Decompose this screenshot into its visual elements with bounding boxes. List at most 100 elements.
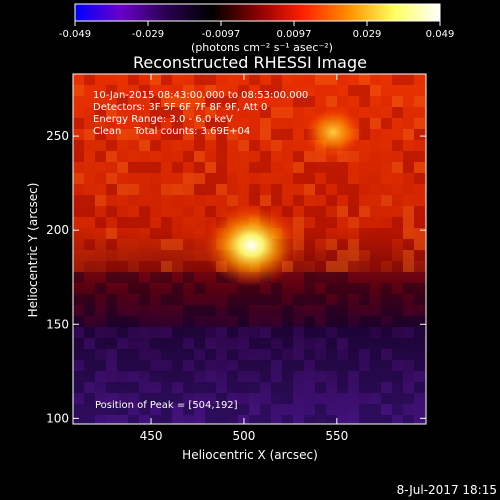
image-pixel xyxy=(392,184,403,195)
image-pixel xyxy=(84,404,95,415)
image-pixel xyxy=(150,404,161,415)
image-pixel xyxy=(392,393,403,404)
image-pixel xyxy=(414,327,425,338)
image-pixel xyxy=(293,184,304,195)
image-pixel xyxy=(359,195,370,206)
image-pixel xyxy=(194,415,205,424)
image-pixel xyxy=(84,107,95,118)
image-pixel xyxy=(117,404,128,415)
image-pixel xyxy=(249,404,260,415)
image-pixel xyxy=(370,140,381,151)
image-pixel xyxy=(293,415,304,424)
image-pixel xyxy=(128,217,139,228)
image-pixel xyxy=(293,360,304,371)
image-pixel xyxy=(183,118,194,129)
image-pixel xyxy=(425,250,426,261)
colorbar-tick-label: -0.0097 xyxy=(202,29,241,40)
image-pixel xyxy=(161,294,172,305)
image-pixel xyxy=(227,349,238,360)
image-pixel xyxy=(227,118,238,129)
image-pixel xyxy=(403,393,414,404)
image-pixel xyxy=(304,162,315,173)
image-pixel xyxy=(359,74,370,85)
image-pixel xyxy=(194,382,205,393)
image-pixel xyxy=(370,283,381,294)
image-pixel xyxy=(392,74,403,85)
image-pixel xyxy=(326,228,337,239)
image-pixel xyxy=(260,107,271,118)
image-pixel xyxy=(304,151,315,162)
image-pixel xyxy=(161,327,172,338)
image-pixel xyxy=(326,283,337,294)
image-pixel xyxy=(370,129,381,140)
image-pixel xyxy=(271,316,282,327)
image-pixel xyxy=(161,415,172,424)
image-pixel xyxy=(392,305,403,316)
image-pixel xyxy=(194,206,205,217)
image-pixel xyxy=(194,140,205,151)
image-pixel xyxy=(359,206,370,217)
image-pixel xyxy=(348,184,359,195)
image-pixel xyxy=(304,305,315,316)
image-pixel xyxy=(73,371,84,382)
image-pixel xyxy=(139,184,150,195)
image-pixel xyxy=(337,206,348,217)
image-pixel xyxy=(227,382,238,393)
image-pixel xyxy=(425,140,426,151)
image-pixel xyxy=(425,74,426,85)
image-pixel xyxy=(381,195,392,206)
image-pixel xyxy=(117,85,128,96)
annotation-counts: Clean Total counts: 3.69E+04 xyxy=(93,126,250,137)
image-pixel xyxy=(150,283,161,294)
image-pixel xyxy=(95,250,106,261)
image-pixel xyxy=(194,283,205,294)
image-pixel xyxy=(194,118,205,129)
image-pixel xyxy=(249,129,260,140)
image-pixel xyxy=(348,162,359,173)
image-pixel xyxy=(205,118,216,129)
image-pixel xyxy=(414,250,425,261)
image-pixel xyxy=(359,118,370,129)
image-pixel xyxy=(348,151,359,162)
image-pixel xyxy=(216,85,227,96)
image-pixel xyxy=(271,107,282,118)
image-pixel xyxy=(84,239,95,250)
image-pixel xyxy=(414,393,425,404)
image-pixel xyxy=(414,129,425,140)
image-pixel xyxy=(293,294,304,305)
image-pixel xyxy=(128,327,139,338)
image-pixel xyxy=(293,349,304,360)
image-pixel xyxy=(282,382,293,393)
image-pixel xyxy=(392,151,403,162)
image-pixel xyxy=(381,283,392,294)
image-pixel xyxy=(84,228,95,239)
image-pixel xyxy=(425,371,426,382)
image-pixel xyxy=(304,228,315,239)
image-pixel xyxy=(315,272,326,283)
image-pixel xyxy=(414,338,425,349)
image-pixel xyxy=(227,107,238,118)
image-pixel xyxy=(172,415,183,424)
image-pixel xyxy=(194,393,205,404)
image-pixel xyxy=(403,107,414,118)
image-pixel xyxy=(139,118,150,129)
image-pixel xyxy=(282,74,293,85)
image-pixel xyxy=(172,206,183,217)
image-pixel xyxy=(95,140,106,151)
image-pixel xyxy=(337,283,348,294)
image-pixel xyxy=(128,96,139,107)
image-pixel xyxy=(370,118,381,129)
image-pixel xyxy=(227,140,238,151)
image-pixel xyxy=(282,294,293,305)
image-pixel xyxy=(95,173,106,184)
image-pixel xyxy=(117,305,128,316)
image-pixel xyxy=(95,217,106,228)
image-pixel xyxy=(84,283,95,294)
image-pixel xyxy=(381,151,392,162)
image-pixel xyxy=(315,228,326,239)
image-pixel xyxy=(304,107,315,118)
image-pixel xyxy=(414,184,425,195)
image-pixel xyxy=(238,305,249,316)
image-pixel xyxy=(183,217,194,228)
image-pixel xyxy=(425,338,426,349)
